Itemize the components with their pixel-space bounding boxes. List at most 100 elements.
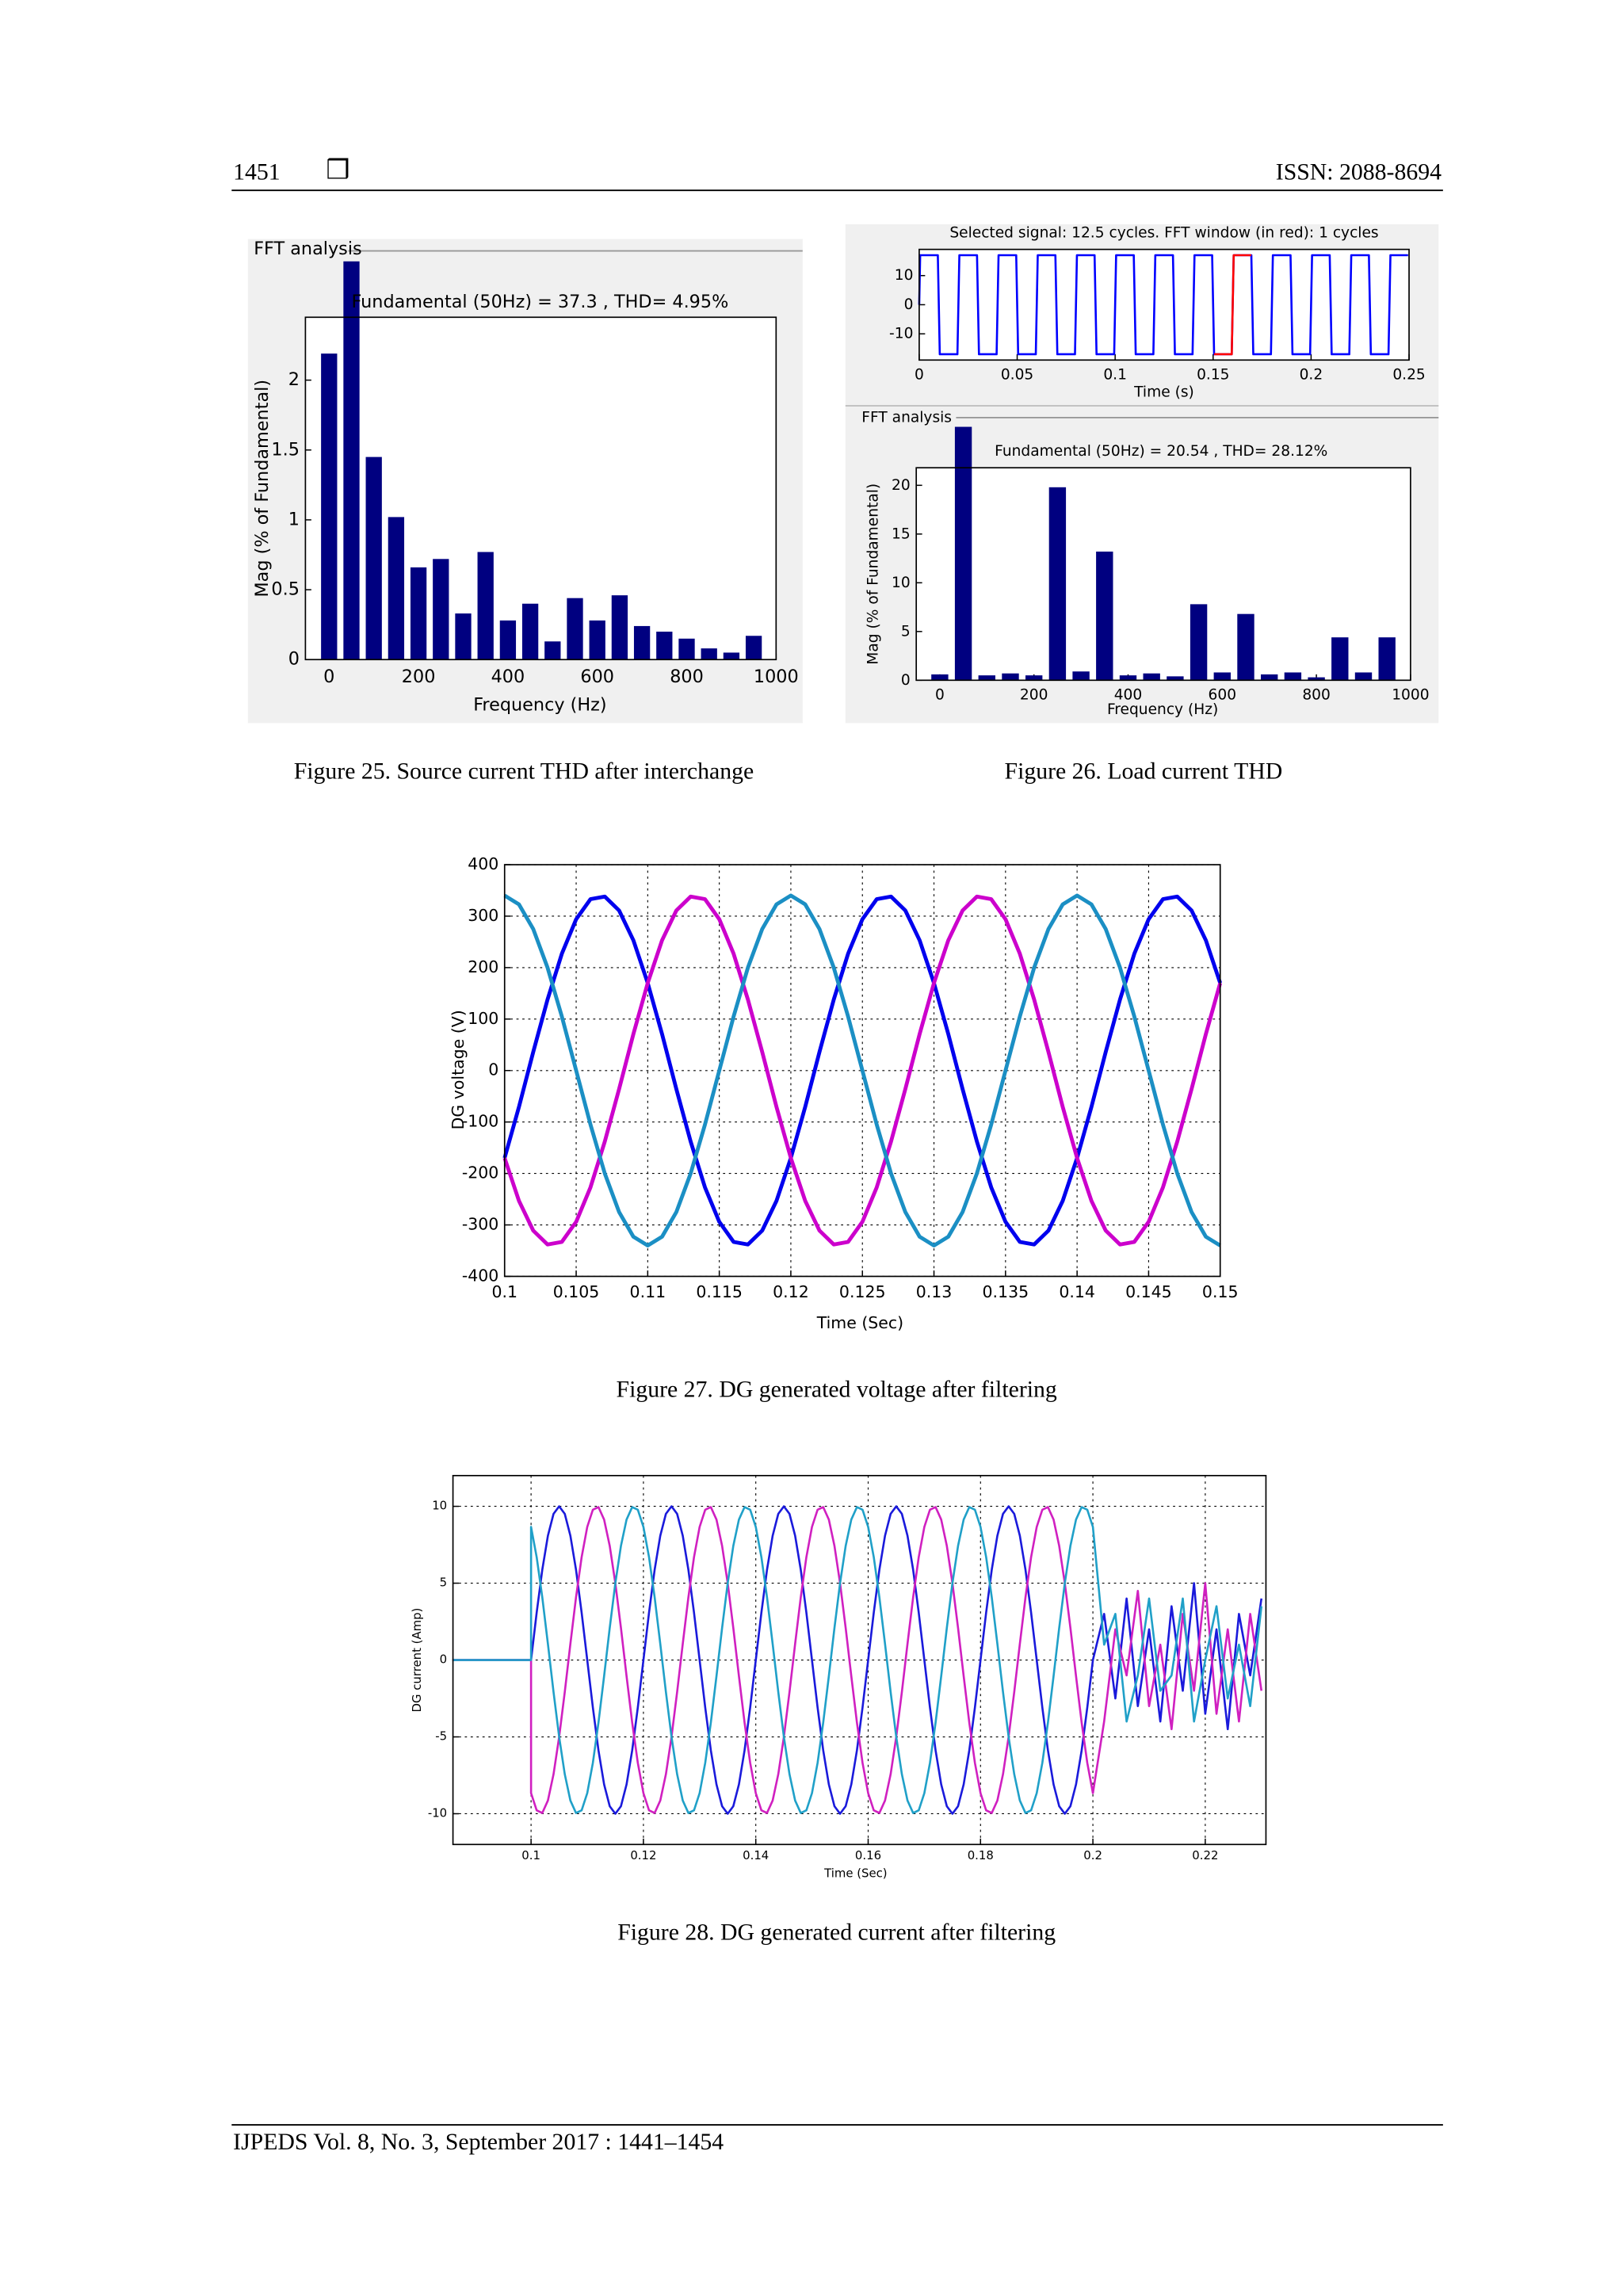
- x-tick-label: 400: [1114, 686, 1143, 703]
- x-tick-label: 0.14: [1059, 1282, 1095, 1301]
- series-line: [503, 893, 1221, 1247]
- x-tick-label: 0.16: [855, 1848, 881, 1862]
- x-tick-label: 600: [580, 667, 614, 687]
- issn: ISSN: 2088-8694: [1276, 159, 1442, 185]
- x-tick-label: 0: [915, 366, 924, 383]
- y-tick-label: 10: [892, 575, 911, 591]
- bar: [1190, 604, 1208, 681]
- bar: [1002, 673, 1019, 681]
- bar: [931, 674, 949, 681]
- y-tick-label: -200: [462, 1163, 498, 1182]
- bar: [1354, 672, 1373, 681]
- x-tick-label: 400: [491, 667, 525, 687]
- y-tick-label: 2: [288, 369, 300, 390]
- x-tick-label: 0.11: [630, 1282, 666, 1301]
- bar: [388, 517, 405, 660]
- x-tick-label: 0.1: [1103, 366, 1127, 383]
- x-tick-label: 800: [1302, 686, 1331, 703]
- y-tick-label: 0: [440, 1652, 447, 1667]
- x-tick-label: 0.18: [968, 1848, 994, 1862]
- series-line: [918, 254, 1408, 356]
- y-tick-label: 200: [468, 957, 498, 976]
- x-tick-label: 0.105: [553, 1282, 600, 1301]
- bar: [678, 638, 695, 660]
- bar: [499, 620, 517, 660]
- bar: [1284, 672, 1302, 681]
- x-tick-label: 0.15: [1197, 366, 1229, 383]
- y-axis-label: Mag (% of Fundamental): [865, 483, 882, 665]
- series-line: [452, 1506, 1263, 1814]
- x-tick-label: 0.125: [839, 1282, 886, 1301]
- y-tick-label: 10: [432, 1499, 447, 1513]
- plot-frame: [918, 248, 1410, 361]
- bar: [455, 613, 472, 660]
- x-tick-label: 0: [935, 686, 945, 703]
- bar: [1308, 677, 1325, 681]
- bar: [589, 620, 605, 660]
- chart-title: Selected signal: 12.5 cycles. FFT window…: [949, 225, 1378, 242]
- panel-label: FFT analysis: [254, 239, 361, 259]
- panel-label: FFT analysis: [861, 409, 952, 426]
- y-tick-label: -100: [462, 1112, 498, 1131]
- bar: [1025, 675, 1043, 681]
- y-tick-label: 400: [468, 854, 498, 873]
- y-tick-label: -10: [428, 1805, 447, 1820]
- plot-frame: [304, 316, 777, 661]
- x-tick-label: 1000: [1392, 686, 1429, 703]
- bar: [1096, 551, 1113, 681]
- bar: [544, 641, 561, 660]
- bar: [611, 595, 628, 660]
- header-symbol: ❒: [326, 156, 349, 185]
- bar: [1048, 487, 1067, 681]
- footer: IJPEDS Vol. 8, No. 3, September 2017 : 1…: [233, 2129, 724, 2155]
- x-tick-label: 0.135: [983, 1282, 1029, 1301]
- bar: [521, 603, 539, 660]
- plot-area: [916, 468, 1411, 681]
- series-line: [502, 894, 1223, 1247]
- bar: [978, 675, 995, 681]
- bar: [954, 426, 972, 681]
- bar: [1378, 637, 1396, 681]
- x-tick-label: 0.05: [1001, 366, 1033, 383]
- bar: [433, 559, 449, 660]
- x-tick-label: 0.115: [696, 1282, 743, 1301]
- caption: Figure 26. Load current THD: [1005, 758, 1283, 784]
- y-tick-label: 15: [892, 525, 911, 542]
- y-tick-label: 100: [468, 1009, 498, 1028]
- x-tick-label: 0.2: [1300, 366, 1323, 383]
- y-tick-label: 5: [901, 623, 911, 640]
- bar: [477, 552, 494, 660]
- y-tick-label: 300: [468, 906, 498, 925]
- x-tick-label: 0.1: [521, 1848, 540, 1862]
- bar: [701, 648, 717, 660]
- bar: [1072, 671, 1090, 681]
- page-number: 1451: [233, 159, 281, 185]
- x-tick-label: 0: [323, 667, 334, 687]
- plot-frame: [452, 1474, 1267, 1846]
- y-tick-label: 5: [440, 1576, 447, 1590]
- x-axis-label: Time (s): [1133, 384, 1194, 401]
- x-tick-label: 0.1: [491, 1282, 517, 1301]
- x-tick-label: 0.13: [916, 1282, 953, 1301]
- bar: [1331, 637, 1349, 681]
- y-tick-label: 10: [895, 267, 914, 284]
- y-tick-label: 0.5: [271, 579, 300, 600]
- bar: [1261, 674, 1278, 681]
- bar: [1143, 673, 1160, 681]
- x-axis-label: Frequency (Hz): [1107, 701, 1218, 718]
- bar: [567, 598, 583, 660]
- x-axis-label: Frequency (Hz): [473, 694, 606, 715]
- y-tick-label: 0: [288, 649, 300, 670]
- y-tick-label: 0: [904, 296, 914, 313]
- plot-area: [305, 317, 777, 660]
- x-tick-label: 800: [670, 667, 704, 687]
- x-tick-label: 200: [1020, 686, 1048, 703]
- bar: [633, 625, 651, 660]
- plot-frame: [503, 864, 1221, 1278]
- plot-frame: [915, 467, 1411, 682]
- x-tick-label: 0.25: [1392, 366, 1425, 383]
- bar: [745, 636, 762, 660]
- x-axis-label: Time (Sec): [823, 1866, 888, 1881]
- series-line: [452, 1506, 1263, 1814]
